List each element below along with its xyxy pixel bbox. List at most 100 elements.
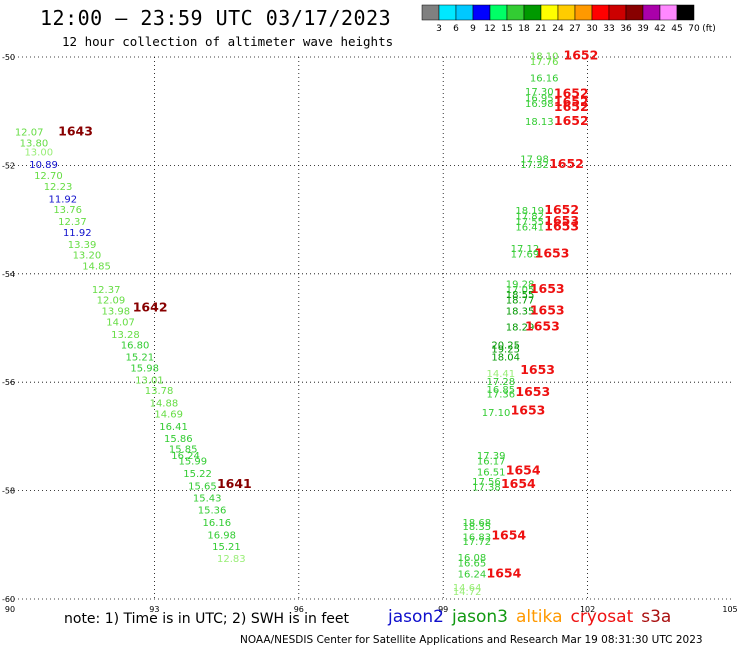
satellite-legend: jason2 jason3 altika cryosat s3a bbox=[388, 607, 679, 627]
swh-value: 14.07 bbox=[106, 317, 135, 328]
swh-value: 17.56 bbox=[472, 477, 501, 488]
swh-value: 17.72 bbox=[462, 537, 491, 548]
colorbar-label: 27 bbox=[569, 24, 580, 34]
swh-value: 11.92 bbox=[49, 194, 78, 205]
swh-value: 15.43 bbox=[193, 493, 222, 504]
swh-value: 17.98 bbox=[520, 155, 549, 166]
time-label: 1652 bbox=[544, 202, 579, 217]
swh-value: 17.39 bbox=[477, 451, 506, 462]
swh-value: 18.29 bbox=[506, 323, 535, 334]
colorbar-label: 6 bbox=[453, 24, 459, 34]
colorbar-swatch-11 bbox=[608, 4, 627, 21]
swh-value: 18.55 bbox=[506, 290, 535, 301]
time-label: 1652 bbox=[554, 86, 589, 101]
time-label: 1652 bbox=[554, 113, 589, 128]
swh-value: 13.80 bbox=[20, 138, 49, 149]
swh-value: 14.69 bbox=[154, 409, 183, 420]
colorbar-label: 30 bbox=[586, 24, 598, 34]
swh-value: 16.41 bbox=[515, 222, 544, 233]
colorbar-label: 36 bbox=[620, 24, 632, 34]
swh-value: 17.28 bbox=[487, 377, 516, 388]
colorbar-swatch-14 bbox=[659, 4, 678, 21]
time-labels: 1643164216411652165216521652165216521652… bbox=[58, 48, 598, 581]
colorbar-swatch-1 bbox=[438, 4, 457, 21]
chart-subtitle: 12 hour collection of altimeter wave hei… bbox=[62, 34, 394, 49]
swh-value: 12.07 bbox=[15, 128, 44, 139]
time-label: 1653 bbox=[515, 384, 550, 399]
swh-value: 17.05 bbox=[506, 285, 535, 296]
swh-value: 17.32 bbox=[520, 160, 549, 171]
swh-value: 16.24 bbox=[171, 451, 200, 462]
swh-value: 14.72 bbox=[453, 587, 482, 598]
swh-value: 16.95 bbox=[525, 93, 554, 104]
swh-value: 15.22 bbox=[183, 469, 212, 480]
swh-value: 17.36 bbox=[487, 389, 516, 400]
colorbar-label: 33 bbox=[603, 24, 614, 34]
swh-value: 16.08 bbox=[458, 553, 487, 564]
x-tick-label: 96 bbox=[294, 605, 304, 614]
x-tick-label: 102 bbox=[580, 605, 595, 614]
swh-value: 18.68 bbox=[462, 518, 491, 529]
colorbar-label: 70 bbox=[688, 24, 700, 34]
colorbar-swatch-8 bbox=[557, 4, 576, 21]
swh-value: 16.51 bbox=[477, 467, 506, 478]
time-label: 1654 bbox=[506, 462, 541, 477]
swh-value: 12.09 bbox=[97, 296, 126, 307]
swh-value: 13.76 bbox=[53, 205, 82, 216]
swh-value: 19.25 bbox=[491, 344, 520, 355]
time-label: 1653 bbox=[525, 319, 560, 334]
swh-value: 15.21 bbox=[126, 353, 155, 364]
y-tick-label: -60 bbox=[2, 595, 15, 604]
colorbar-swatch-7 bbox=[540, 4, 559, 21]
swh-value: 13.01 bbox=[135, 375, 164, 386]
colorbar-swatch-5 bbox=[506, 4, 525, 21]
swh-value: 12.37 bbox=[92, 285, 121, 296]
x-tick-label: 99 bbox=[438, 605, 448, 614]
swh-value: 18.35 bbox=[506, 306, 535, 317]
swh-value: 17.10 bbox=[482, 408, 511, 419]
grid bbox=[10, 56, 732, 600]
colorbar-swatch-15 bbox=[676, 4, 695, 21]
swh-value: 19.28 bbox=[506, 279, 535, 290]
swh-value: 13.20 bbox=[73, 251, 102, 262]
swh-value: 13.00 bbox=[24, 148, 53, 159]
time-label: 1653 bbox=[530, 281, 565, 296]
swh-value: 11.92 bbox=[63, 228, 92, 239]
time-label: 1653 bbox=[520, 362, 555, 377]
swh-value: 17.69 bbox=[511, 250, 540, 261]
y-tick-label: -50 bbox=[2, 53, 15, 62]
swh-value: 17.38 bbox=[472, 483, 501, 494]
swh-value: 16.16 bbox=[203, 518, 232, 529]
colorbar-label: 12 bbox=[484, 24, 495, 34]
swh-value: 16.41 bbox=[159, 422, 188, 433]
swh-value: 15.85 bbox=[169, 445, 198, 456]
credit-line: NOAA/NESDIS Center for Satellite Applica… bbox=[240, 634, 703, 646]
legend-cryosat: cryosat bbox=[570, 607, 634, 627]
time-label: 1652 bbox=[554, 99, 589, 114]
time-label: 1654 bbox=[487, 565, 522, 580]
time-label: 1653 bbox=[530, 302, 565, 317]
colorbar-label: 3 bbox=[436, 24, 442, 34]
x-tick-label: 90 bbox=[5, 605, 15, 614]
colorbar-swatch-9 bbox=[574, 4, 593, 21]
colorbar-swatch-3 bbox=[472, 4, 491, 21]
swh-value: 13.28 bbox=[111, 330, 140, 341]
colorbar-label: 45 bbox=[671, 24, 682, 34]
swh-value: 16.17 bbox=[477, 457, 506, 468]
time-label: 1642 bbox=[133, 300, 168, 315]
swh-value: 15.98 bbox=[130, 363, 159, 374]
swh-value: 15.65 bbox=[188, 482, 217, 493]
colorbar-swatch-6 bbox=[523, 4, 542, 21]
swh-value: 16.16 bbox=[530, 73, 559, 84]
swh-value: 15.86 bbox=[164, 434, 193, 445]
swh-value: 13.78 bbox=[145, 386, 174, 397]
legend-jason3: jason3 bbox=[452, 607, 508, 627]
time-label: 1653 bbox=[544, 213, 579, 228]
swh-value: 18.13 bbox=[525, 117, 554, 128]
swh-value: 12.37 bbox=[58, 217, 87, 228]
swh-value: 15.21 bbox=[212, 542, 241, 553]
swh-value: 17.76 bbox=[530, 57, 559, 68]
time-label: 1643 bbox=[58, 124, 93, 139]
colorbar-unit: (ft) bbox=[702, 24, 716, 34]
time-label: 1654 bbox=[491, 527, 526, 542]
